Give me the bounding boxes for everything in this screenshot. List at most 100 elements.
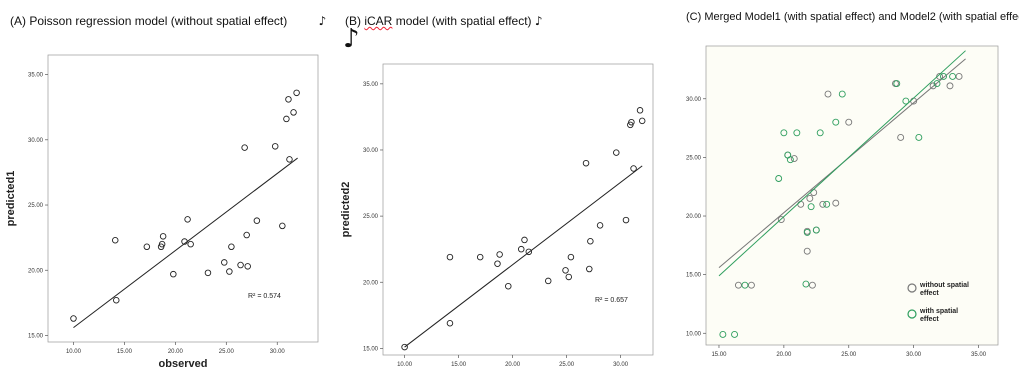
y-axis-label: predicted2: [340, 182, 352, 238]
data-point: [636, 107, 644, 114]
data-point: [630, 165, 637, 172]
data-point: [204, 269, 212, 277]
data-point: [517, 245, 525, 253]
panel-c: (C) Merged Model1 (with spatial effect) …: [676, 0, 1019, 367]
data-point: [845, 118, 853, 126]
data-point: [285, 96, 292, 103]
data-point: [838, 90, 846, 98]
y-tick-label: 30.00: [363, 148, 379, 154]
data-point: [747, 281, 755, 289]
y-tick-label: 25.00: [28, 203, 44, 209]
data-point: [241, 144, 248, 151]
data-point: [806, 194, 814, 202]
x-tick-label: 10.00: [66, 349, 82, 355]
data-point: [446, 320, 454, 327]
data-point: [812, 226, 820, 234]
data-point: [802, 280, 810, 288]
data-point: [544, 277, 552, 285]
y-tick-label: 20.00: [28, 268, 44, 274]
panel-a: (A) Poisson regression model (without sp…: [0, 0, 335, 367]
data-point: [159, 233, 167, 240]
chart-c: 10.00 15.00 20.00 25.00 30.00 15.00 20.00 25.00…: [686, 45, 999, 358]
music-note-icon: ♪: [318, 14, 327, 28]
data-point: [525, 248, 533, 256]
data-point: [582, 159, 590, 167]
data-point: [187, 240, 194, 248]
data-point: [181, 238, 188, 245]
x-tick-label: 10.00: [397, 362, 413, 367]
data-point: [253, 217, 261, 224]
data-point: [596, 222, 604, 229]
data-point: [832, 118, 840, 126]
data-point: [587, 237, 594, 245]
data-point: [638, 117, 646, 125]
data-point: [521, 236, 528, 244]
data-point: [803, 247, 811, 255]
data-point: [170, 270, 177, 278]
legend-label: without spatial: [919, 282, 969, 289]
y-tick-label: 30.00: [686, 97, 702, 103]
x-tick-label: 30.00: [270, 349, 286, 355]
x-tick-label: 35.00: [971, 352, 987, 358]
data-point: [283, 115, 290, 123]
data-point: [955, 73, 963, 80]
x-tick-label: 25.00: [559, 362, 575, 367]
data-point: [902, 97, 910, 105]
data-point: [777, 216, 785, 223]
y-tick-label: 35.00: [363, 82, 379, 88]
data-point: [586, 265, 593, 273]
data-point: [271, 143, 279, 150]
data-point: [775, 175, 783, 182]
data-point: [505, 282, 512, 290]
y-tick-label: 20.00: [363, 280, 379, 286]
fit-line: [718, 50, 966, 277]
fit-line: [404, 165, 643, 348]
chart-b: 15.00 20.00 25.00 30.00 35.00 10.00 15.00 20.00…: [340, 63, 654, 367]
x-tick-label: 20.00: [776, 352, 792, 358]
x-tick-label: 20.00: [505, 362, 521, 367]
data-point: [562, 267, 569, 274]
data-point: [243, 231, 250, 239]
data-point: [824, 90, 832, 98]
data-point: [228, 243, 235, 251]
panel-c-title: (C) Merged Model1 (with spatial effect) …: [686, 11, 1019, 23]
x-tick-label: 15.00: [117, 349, 133, 355]
data-point: [293, 89, 300, 97]
data-point: [780, 129, 788, 137]
legend-label: effect: [920, 290, 939, 297]
data-point: [290, 109, 297, 116]
plot-area: [47, 54, 319, 343]
data-point: [949, 73, 957, 80]
data-point: [893, 80, 901, 87]
data-point: [808, 281, 816, 289]
data-point: [741, 281, 749, 289]
data-point: [446, 253, 454, 261]
data-point: [832, 199, 840, 207]
data-point: [622, 216, 630, 224]
y-tick-label: 15.00: [28, 333, 44, 339]
data-point: [496, 251, 503, 258]
data-point: [565, 273, 573, 281]
music-note-icon: ♪: [534, 14, 543, 28]
y-tick-label: 15.00: [363, 346, 379, 352]
data-point: [70, 315, 77, 322]
panel-a-title: (A) Poisson regression model (without sp…: [10, 14, 327, 28]
margin-music-note-icon: ♪: [343, 24, 360, 54]
data-point: [819, 200, 827, 208]
data-point: [158, 240, 166, 248]
y-tick-label: 20.00: [686, 214, 702, 220]
data-point: [823, 200, 831, 208]
legend-marker: [907, 283, 917, 293]
y-tick-label: 25.00: [363, 214, 379, 220]
y-axis-label: predicted1: [5, 171, 17, 227]
data-point: [786, 156, 794, 164]
data-point: [803, 228, 811, 236]
x-tick-label: 25.00: [841, 352, 857, 358]
data-point: [221, 259, 228, 266]
data-point: [731, 330, 739, 338]
legend-label: effect: [920, 316, 939, 323]
data-point: [286, 156, 293, 163]
x-axis-label: observed: [159, 358, 208, 367]
data-point: [237, 261, 244, 269]
legend-marker: [907, 309, 917, 319]
